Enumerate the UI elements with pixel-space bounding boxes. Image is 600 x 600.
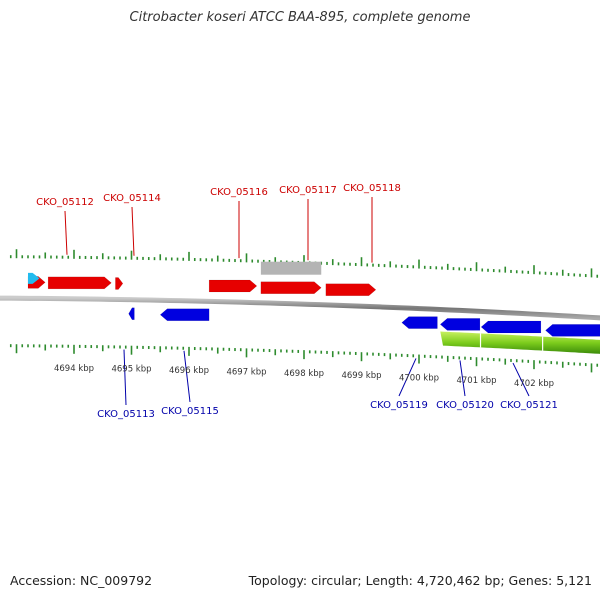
outer-tick-marks <box>9 249 599 278</box>
gene-cko-05120[interactable] <box>439 318 481 331</box>
gc-content-track <box>440 331 600 354</box>
gene-cko-05121[interactable] <box>480 320 542 334</box>
feature-grey[interactable] <box>260 261 322 275</box>
scale-label: 4696 kbp <box>169 366 209 376</box>
scale-label: 4697 kbp <box>226 367 266 377</box>
scale-label: 4695 kbp <box>111 365 151 375</box>
gene-cko-05116[interactable] <box>208 279 258 293</box>
gene-cko-05114[interactable] <box>115 277 124 290</box>
gene-features <box>27 261 600 337</box>
scale-label: 4701 kbp <box>456 376 496 386</box>
gene-cko-05115[interactable] <box>159 308 210 322</box>
gene-label[interactable]: CKO_05115 <box>161 406 219 417</box>
gene-cko-05112[interactable] <box>47 276 112 290</box>
callout-line <box>64 210 68 255</box>
gene-cko-05113[interactable] <box>128 307 135 320</box>
scale-label: 4699 kbp <box>341 371 381 381</box>
gene-label[interactable]: CKO_05118 <box>343 183 401 194</box>
gene-reverse-offscreen[interactable] <box>545 324 600 337</box>
gene-label[interactable]: CKO_05119 <box>370 400 428 411</box>
scale-label: 4698 kbp <box>284 369 324 379</box>
callout-line <box>123 349 127 406</box>
gene-cko-05117[interactable] <box>260 281 322 294</box>
scale-labels: 4694 kbp 4695 kbp 4696 kbp 4697 kbp 4698 kbp… <box>54 364 554 389</box>
callout-line <box>131 206 135 256</box>
gene-cko-05118[interactable] <box>325 283 377 297</box>
map-title: Citrobacter koseri ATCC BAA-895, complet… <box>129 10 471 25</box>
gene-cyan-offscreen[interactable] <box>28 272 40 284</box>
gene-label[interactable]: CKO_05117 <box>279 185 337 196</box>
scale-label: 4694 kbp <box>54 364 94 374</box>
callout-line <box>459 360 466 397</box>
gene-label[interactable]: CKO_05120 <box>436 400 494 411</box>
gene-cko-05119[interactable] <box>401 316 438 329</box>
gene-label[interactable]: CKO_05114 <box>103 193 161 204</box>
scale-label: 4702 kbp <box>514 379 554 389</box>
genome-summary: Topology: circular; Length: 4,720,462 bp… <box>248 573 592 588</box>
inner-tick-marks <box>9 344 599 373</box>
gene-label[interactable]: CKO_05121 <box>500 400 558 411</box>
scale-label: 4700 kbp <box>399 374 439 384</box>
callout-line <box>398 358 417 397</box>
gene-label[interactable]: CKO_05113 <box>97 409 155 420</box>
gene-label[interactable]: CKO_05116 <box>210 187 268 198</box>
gene-callouts: CKO_05112 CKO_05114 CKO_05116 CKO_05117 CKO_… <box>36 183 558 420</box>
genome-backbone <box>0 295 600 321</box>
accession-label: Accession: NC_009792 <box>10 573 153 588</box>
callout-line <box>183 350 191 403</box>
gene-label[interactable]: CKO_05112 <box>36 197 94 208</box>
callout-line <box>512 362 530 397</box>
